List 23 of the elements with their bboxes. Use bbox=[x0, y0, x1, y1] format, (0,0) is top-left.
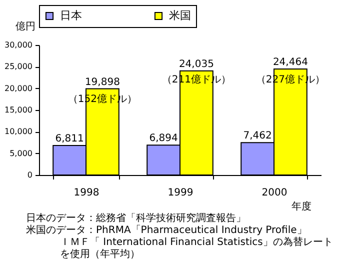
data-label: 24,035 bbox=[178, 58, 214, 70]
data-label: 6,894 bbox=[149, 133, 178, 144]
y-tick-label: 25,000 bbox=[4, 62, 32, 72]
text: ＩＭＦ「 International Financial Statistics」の為替レートを使用（年平均） bbox=[59, 237, 334, 261]
data-label: 19,898 bbox=[84, 76, 120, 88]
y-tick-label: 20,000 bbox=[4, 84, 32, 93]
x-axis-title: 年度 bbox=[292, 200, 312, 212]
y-tick-label: 15,000 bbox=[4, 106, 32, 114]
y-axis-title: 億円 bbox=[16, 20, 36, 32]
y-tick-label: 30,000 bbox=[4, 40, 32, 50]
y-tick-label: 0 bbox=[27, 170, 32, 180]
y-tick-label: 10,000 bbox=[4, 127, 32, 136]
y-tick-label: 5,000 bbox=[10, 148, 32, 158]
legend-label: 米国 bbox=[169, 8, 191, 22]
data-label: 24,464 bbox=[272, 56, 308, 68]
x-tick-label: 1998 bbox=[74, 188, 100, 198]
x-tick-label: 1999 bbox=[168, 188, 194, 198]
text: 日本のデータ：総務省「科学技術研究調査報告」 bbox=[26, 213, 247, 224]
data-label: 6,811 bbox=[55, 133, 84, 144]
x-tick-label: 2000 bbox=[262, 188, 288, 198]
legend-label: 日本 bbox=[60, 8, 82, 22]
text: 米国のデータ：PhRMA「Pharmaceutical Industry Profile」 bbox=[26, 225, 308, 236]
data-label: 7,462 bbox=[243, 130, 272, 142]
